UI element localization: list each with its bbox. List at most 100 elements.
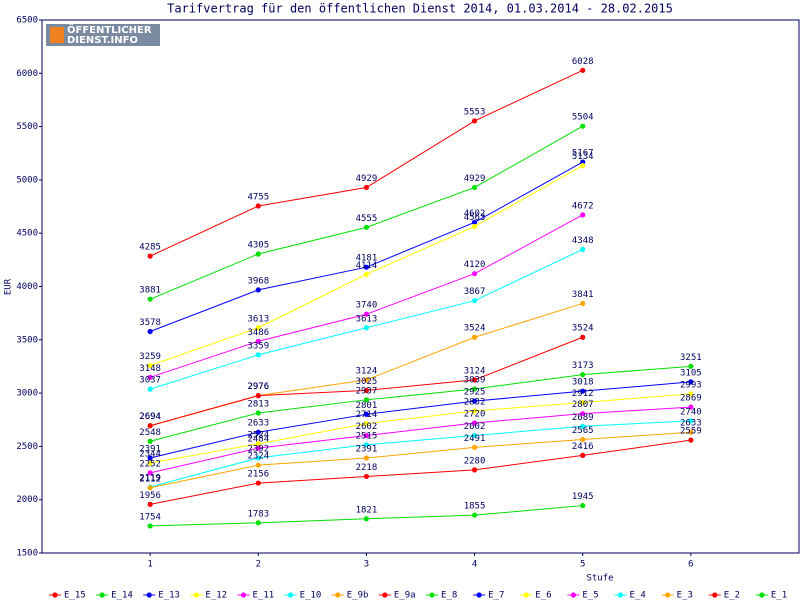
legend-marker (288, 592, 294, 598)
y-tick-label: 5000 (16, 175, 38, 185)
x-tick-label: 5 (580, 560, 585, 570)
legend-label: E_13 (158, 591, 180, 600)
data-label: 2602 (464, 422, 486, 432)
point (471, 444, 478, 450)
series-line (150, 431, 691, 489)
point (147, 374, 153, 380)
legend-marker (146, 592, 152, 598)
legend-label: E_11 (253, 591, 275, 600)
point (688, 418, 694, 424)
data-label: 3613 (247, 314, 269, 324)
point (363, 397, 370, 403)
series-line (150, 365, 691, 442)
legend-marker (712, 592, 718, 598)
y-tick-label: 2000 (16, 495, 38, 505)
logo-text: DIENST.INFO (67, 35, 138, 46)
data-label: 2813 (247, 400, 269, 410)
legend-label: E_8 (441, 591, 457, 600)
point (363, 411, 370, 417)
legend-label: E_6 (535, 591, 551, 600)
data-label: 2391 (356, 445, 378, 455)
point (580, 423, 586, 429)
data-label: 2344 (139, 450, 161, 460)
x-tick-label: 4 (472, 560, 477, 570)
data-label: 3025 (356, 377, 378, 387)
point (147, 523, 153, 529)
point (471, 271, 478, 277)
data-label: 3105 (680, 368, 702, 378)
series-line (150, 420, 691, 488)
point (471, 432, 478, 439)
point (363, 271, 370, 277)
data-label: 4114 (356, 261, 378, 271)
logo-box (46, 24, 160, 46)
point (147, 438, 153, 444)
point (580, 388, 586, 394)
point (147, 362, 153, 369)
point (580, 300, 586, 307)
point (255, 455, 261, 461)
data-label: 5134 (572, 152, 594, 162)
point (363, 264, 370, 270)
point (688, 391, 694, 397)
point (255, 520, 261, 526)
legend-label: E_14 (111, 591, 133, 600)
point (688, 379, 694, 385)
data-label: 5504 (572, 113, 594, 123)
data-label: 4672 (572, 201, 594, 211)
data-label: 3578 (139, 318, 161, 328)
legend-marker (193, 592, 199, 598)
point (688, 363, 694, 369)
data-label: 3251 (680, 353, 702, 363)
point (147, 423, 153, 429)
point (471, 184, 478, 191)
y-axis-label: EUR (4, 278, 14, 295)
data-label: 5553 (464, 107, 486, 117)
data-label: 3124 (356, 366, 378, 376)
data-label: 2112 (139, 474, 161, 484)
point (471, 223, 478, 230)
data-label: 2720 (464, 409, 486, 419)
data-label: 4602 (464, 209, 486, 219)
data-label: 2324 (247, 452, 269, 462)
legend-marker (99, 592, 105, 598)
y-tick-label: 2500 (16, 442, 38, 452)
series: 3037 3359 3613 3867 4348 (139, 236, 594, 392)
data-label: 4555 (356, 214, 378, 224)
data-label: 4348 (572, 236, 594, 246)
series: 2391 2633 2801 2925 3018 3105 (139, 368, 702, 461)
point (688, 437, 694, 443)
logo-text: ÖFFENTLICHER (67, 22, 152, 36)
point (147, 386, 153, 392)
series: 1956 2156 2218 2280 2416 2559 (139, 427, 702, 507)
legend-label: E_9b (347, 591, 369, 600)
data-label: 2714 (356, 410, 378, 420)
data-label: 3740 (356, 301, 378, 311)
legend-marker (523, 592, 529, 598)
y-tick-label: 3000 (16, 389, 38, 399)
data-label: 2937 (356, 386, 378, 396)
data-label: 4929 (356, 174, 378, 184)
legend-marker (429, 592, 435, 598)
data-label: 4929 (464, 174, 486, 184)
data-label: 2565 (572, 426, 594, 436)
legend-label: E_1 (771, 591, 787, 600)
data-label: 2912 (572, 389, 594, 399)
point (471, 420, 478, 426)
data-label: 3486 (247, 328, 269, 338)
legend-label: E_4 (630, 591, 646, 600)
legend-marker (240, 592, 247, 598)
data-label: 2694 (139, 412, 161, 422)
point (255, 441, 261, 447)
x-axis-label: Stufe (586, 574, 613, 584)
data-label: 3524 (572, 324, 594, 334)
point (580, 67, 586, 73)
series: 1754 1783 1821 1855 1945 (139, 492, 594, 529)
data-label: 3841 (572, 290, 594, 300)
point (363, 420, 370, 427)
point (471, 334, 478, 340)
point (471, 118, 478, 124)
data-label: 3259 (139, 352, 161, 362)
data-label: 4285 (139, 243, 161, 253)
data-label: 2280 (464, 456, 486, 466)
